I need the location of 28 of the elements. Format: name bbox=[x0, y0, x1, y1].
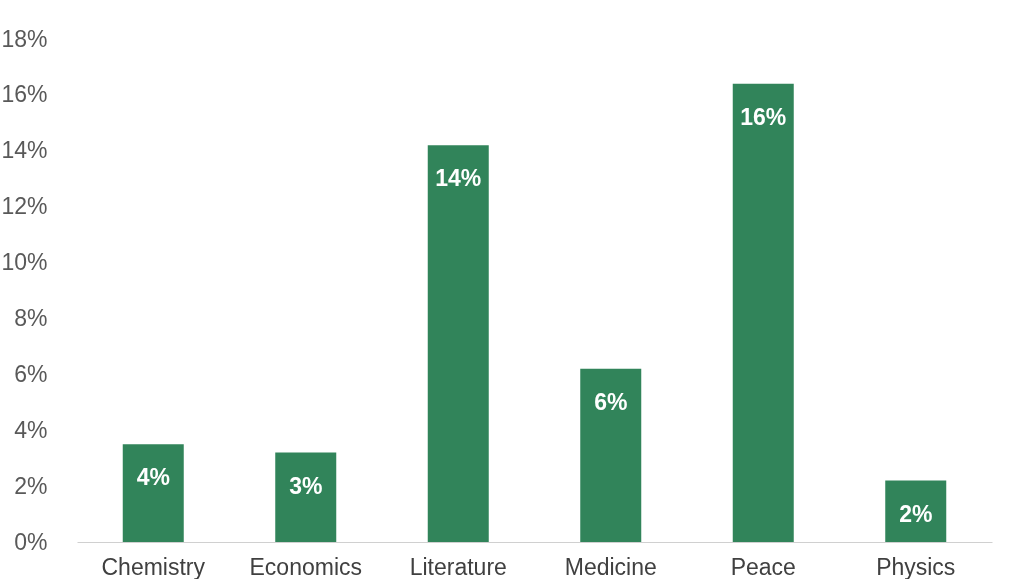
bar bbox=[885, 480, 947, 542]
bar bbox=[732, 83, 794, 542]
data-label: 2% bbox=[899, 500, 933, 527]
x-tick-label: Physics bbox=[876, 553, 956, 580]
x-tick-label: Literature bbox=[409, 553, 507, 580]
x-tick-label: Peace bbox=[730, 553, 796, 580]
x-tick-label: Medicine bbox=[564, 553, 657, 580]
y-tick-label: 0% bbox=[14, 528, 48, 555]
y-tick-label: 18% bbox=[1, 25, 48, 52]
y-tick-label: 16% bbox=[1, 81, 48, 108]
bar bbox=[275, 452, 337, 542]
y-tick-label: 14% bbox=[1, 137, 48, 164]
x-tick-label: Economics bbox=[249, 553, 362, 580]
bar bbox=[580, 368, 642, 542]
data-label: 16% bbox=[740, 103, 787, 130]
bar bbox=[427, 145, 489, 542]
y-tick-label: 8% bbox=[14, 304, 48, 331]
y-tick-label: 4% bbox=[14, 416, 48, 443]
data-label: 3% bbox=[289, 472, 323, 499]
data-label: 6% bbox=[594, 388, 628, 415]
y-tick-label: 12% bbox=[1, 193, 48, 220]
y-tick-label: 2% bbox=[14, 472, 48, 499]
data-label: 4% bbox=[136, 464, 170, 491]
x-tick-label: Chemistry bbox=[101, 553, 206, 580]
y-tick-label: 6% bbox=[14, 360, 48, 387]
y-tick-label: 10% bbox=[1, 249, 48, 276]
bar bbox=[122, 444, 184, 542]
data-label: 14% bbox=[435, 165, 482, 192]
